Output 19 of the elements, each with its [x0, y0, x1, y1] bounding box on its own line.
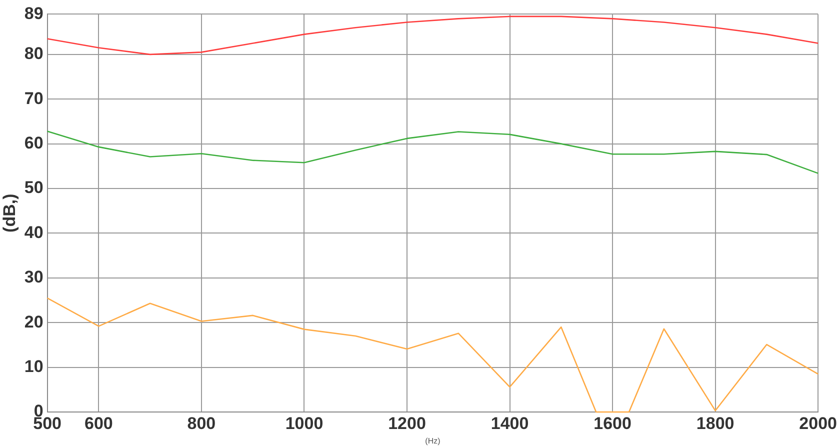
y-axis-title: (dB,) — [0, 194, 19, 232]
y-tick-label: 70 — [24, 88, 44, 108]
y-tick-label: 80 — [24, 44, 44, 64]
y-tick-label: 40 — [24, 222, 44, 242]
x-tick-label: 2000 — [799, 414, 838, 433]
y-tick-label: 60 — [24, 134, 44, 153]
y-tick-label: 89 — [24, 4, 44, 23]
x-tick-label: 1000 — [285, 414, 324, 433]
y-tick-label: 50 — [24, 178, 44, 198]
y-tick-label: 30 — [24, 268, 44, 287]
y-tick-label: 10 — [24, 356, 44, 376]
x-tick-label: 1600 — [594, 414, 632, 433]
x-tick-label: 1400 — [490, 414, 529, 433]
x-tick-label: 1200 — [388, 414, 426, 433]
x-axis-title: (Hz) — [425, 436, 441, 446]
x-tick-label: 800 — [187, 414, 216, 433]
y-tick-label: 20 — [24, 312, 44, 332]
x-tick-label: 1800 — [696, 414, 734, 433]
x-tick-label: 600 — [84, 414, 113, 433]
